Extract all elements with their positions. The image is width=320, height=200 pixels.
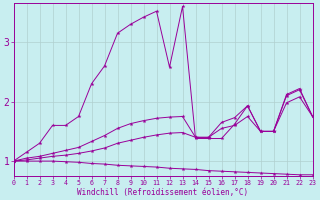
X-axis label: Windchill (Refroidissement éolien,°C): Windchill (Refroidissement éolien,°C) xyxy=(77,188,249,197)
